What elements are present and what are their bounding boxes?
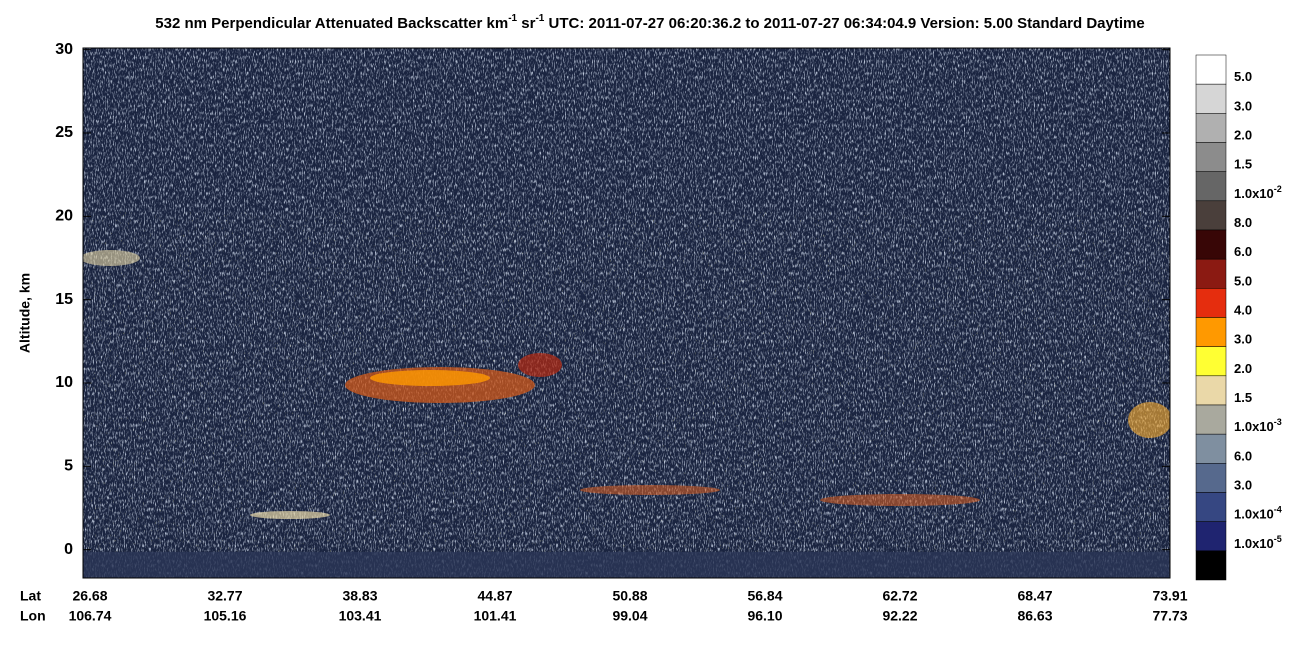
- x-tick-label: 92.22: [882, 608, 917, 624]
- colorbar-swatch: [1195, 258, 1227, 289]
- colorbar-label-base: 3.0: [1234, 332, 1252, 347]
- colorbar-swatch: [1195, 433, 1227, 464]
- y-tick-label: 15: [55, 291, 73, 308]
- x-tick-label: 101.41: [474, 608, 517, 624]
- colorbar-label: 1.0x10-3: [1234, 418, 1282, 435]
- x-tick-label: 77.73: [1152, 608, 1187, 624]
- y-tick-label: 0: [64, 541, 73, 558]
- lidar-image: [83, 48, 1170, 578]
- title-part: -1: [508, 13, 517, 24]
- colorbar-label-base: 1.0x10: [1234, 420, 1274, 435]
- colorbar-label: 6.0: [1234, 245, 1252, 260]
- colorbar-label: 2.0: [1234, 361, 1252, 376]
- colorbar-label-base: 3.0: [1234, 99, 1252, 114]
- x-tick-label: 86.63: [1017, 608, 1052, 624]
- x-tick-label: 56.84: [747, 588, 782, 604]
- y-axis-label: Altitude, km: [17, 273, 33, 353]
- colorbar-swatch: [1195, 229, 1227, 260]
- colorbar-label-base: 1.5: [1234, 157, 1252, 172]
- colorbar-label-base: 3.0: [1234, 478, 1252, 493]
- colorbar-label: 6.0: [1234, 449, 1252, 464]
- colorbar-label: 3.0: [1234, 478, 1252, 493]
- colorbar-label: 1.5: [1234, 157, 1252, 172]
- colorbar-label: 1.5: [1234, 390, 1252, 405]
- colorbar-label-base: 8.0: [1234, 215, 1252, 230]
- colorbar-label-base: 5.0: [1234, 274, 1252, 289]
- colorbar-label-base: 1.5: [1234, 390, 1252, 405]
- colorbar-swatch: [1195, 463, 1227, 493]
- colorbar-swatch: [1195, 113, 1227, 143]
- colorbar-label: 1.0x10-5: [1234, 534, 1282, 551]
- colorbar-label-base: 6.0: [1234, 245, 1252, 260]
- colorbar-label: 1.0x10-2: [1234, 184, 1282, 201]
- colorbar-swatch: [1195, 171, 1227, 202]
- colorbar-label-base: 4.0: [1234, 303, 1252, 318]
- title-part: UTC: 2011-07-27 06:20:36.2 to 2011-07-27…: [544, 15, 1144, 32]
- colorbar-swatch: [1195, 317, 1227, 347]
- title-part: -1: [535, 13, 544, 24]
- colorbar-label: 5.0: [1234, 70, 1252, 85]
- x-row-name: Lon: [20, 608, 46, 624]
- colorbar-label: 3.0: [1234, 99, 1252, 114]
- y-tick-label: 25: [55, 124, 73, 141]
- y-tick-label: 20: [55, 208, 73, 225]
- title-part: 532 nm Perpendicular Attenuated Backscat…: [155, 15, 508, 32]
- x-tick-label: 68.47: [1017, 588, 1052, 604]
- colorbar-label: 2.0: [1234, 128, 1252, 143]
- colorbar-label-base: 6.0: [1234, 449, 1252, 464]
- colorbar-swatch: [1195, 404, 1227, 435]
- colorbar-label: 4.0: [1234, 303, 1252, 318]
- y-tick-label: 10: [55, 374, 73, 391]
- x-row-name: Lat: [20, 588, 41, 604]
- x-tick-label: 26.68: [72, 588, 107, 604]
- y-tick-label: 5: [64, 458, 73, 475]
- x-tick-label: 96.10: [747, 608, 782, 624]
- x-tick-label: 32.77: [207, 588, 242, 604]
- colorbar-label-base: 1.0x10: [1234, 507, 1274, 522]
- x-tick-label: 105.16: [204, 608, 247, 624]
- colorbar-label: 3.0: [1234, 332, 1252, 347]
- colorbar-swatch: [1195, 492, 1227, 522]
- colorbar-swatch: [1195, 83, 1227, 114]
- colorbar-label: 8.0: [1234, 215, 1252, 230]
- x-tick-label: 73.91: [1152, 588, 1187, 604]
- x-tick-label: 62.72: [882, 588, 917, 604]
- colorbar-label-base: 2.0: [1234, 361, 1252, 376]
- colorbar-label-base: 5.0: [1234, 70, 1252, 85]
- colorbar-label-exp: -4: [1274, 505, 1282, 515]
- colorbar-swatch: [1195, 142, 1227, 172]
- colorbar-swatch: [1195, 54, 1227, 85]
- x-tick-label: 99.04: [612, 608, 647, 624]
- colorbar-swatch: [1195, 288, 1227, 318]
- colorbar-swatch: [1195, 521, 1227, 552]
- x-tick-label: 50.88: [612, 588, 647, 604]
- colorbar-swatch: [1195, 200, 1227, 231]
- plot-frame: [82, 47, 1171, 579]
- colorbar-swatch: [1195, 346, 1227, 377]
- y-tick-label: 30: [55, 41, 73, 58]
- colorbar-label-base: 1.0x10: [1234, 536, 1274, 551]
- x-tick-label: 38.83: [342, 588, 377, 604]
- colorbar-swatch: [1195, 550, 1227, 581]
- colorbar-label-exp: -2: [1274, 184, 1282, 194]
- colorbar-label-base: 1.0x10: [1234, 186, 1274, 201]
- x-tick-label: 44.87: [477, 588, 512, 604]
- colorbar-swatch: [1195, 375, 1227, 406]
- colorbar-label-exp: -5: [1274, 534, 1282, 544]
- chart-title: 532 nm Perpendicular Attenuated Backscat…: [155, 13, 1144, 32]
- title-part: sr: [517, 15, 536, 32]
- x-tick-label: 103.41: [339, 608, 382, 624]
- x-tick-label: 106.74: [69, 608, 112, 624]
- colorbar-label: 5.0: [1234, 274, 1252, 289]
- colorbar-label-base: 2.0: [1234, 128, 1252, 143]
- colorbar-label-exp: -3: [1274, 418, 1282, 428]
- colorbar-label: 1.0x10-4: [1234, 505, 1282, 522]
